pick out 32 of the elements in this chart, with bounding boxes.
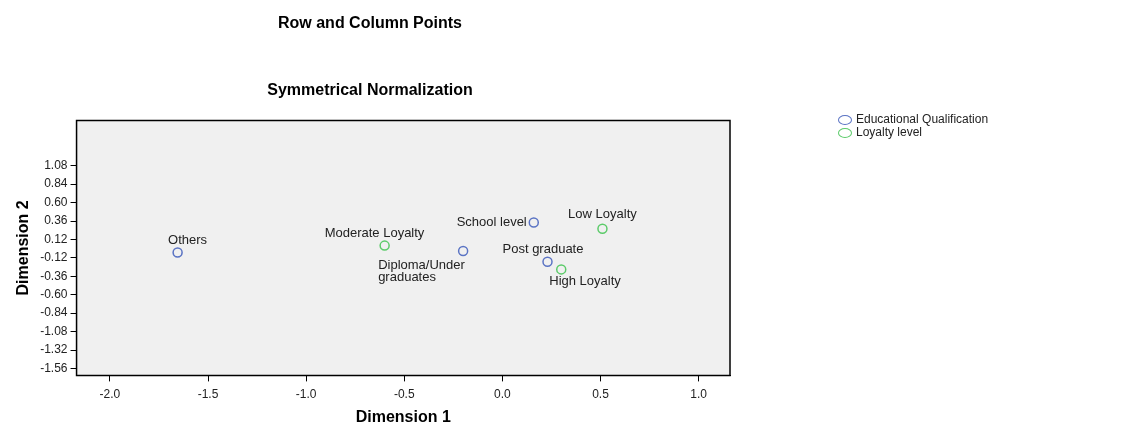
x-axis-title: Dimension 1: [355, 407, 451, 425]
y-tick-label: 0.36: [44, 213, 68, 228]
y-tick-label: -0.60: [40, 287, 68, 302]
x-tick-label: -2.0: [99, 386, 121, 401]
annotation: Low Loyalty: [568, 206, 638, 222]
chart-title: Row and Column Points: [278, 14, 463, 32]
y-tick-label: 0.60: [44, 194, 68, 209]
annotation: School level: [456, 214, 527, 230]
y-tick-label: -1.08: [40, 323, 68, 338]
y-tick-label: 0.84: [44, 176, 68, 191]
x-tick-label: -1.5: [197, 386, 219, 401]
y-tick-label: 0.12: [44, 231, 68, 246]
annotation: Moderate Loyalty: [324, 225, 425, 241]
annotation: High Loyalty: [549, 272, 622, 288]
x-tick-label: -0.5: [393, 386, 415, 401]
legend-label: Educational Qualification: [856, 112, 989, 126]
x-tick-label: 0.5: [592, 386, 610, 401]
x-tick-label: 0.0: [494, 386, 512, 401]
x-tick-label: 1.0: [690, 386, 708, 401]
annotation: Post graduate: [502, 241, 584, 257]
x-tick-label: -1.0: [295, 386, 317, 401]
annotation: Diploma/Under graduates: [378, 256, 466, 284]
legend-label: Loyalty level: [856, 125, 923, 139]
y-tick-label: -0.84: [40, 305, 68, 320]
y-tick-label: -1.32: [40, 342, 68, 357]
y-tick-label: 1.08: [44, 158, 68, 173]
annotation: Others: [168, 232, 208, 248]
y-tick-label: -0.36: [40, 268, 68, 283]
y-tick-label: -0.12: [40, 250, 68, 265]
chart-subtitle: Symmetrical Normalization: [267, 81, 473, 99]
y-axis-title: Dimension 2: [14, 200, 32, 296]
y-tick-label: -1.56: [40, 360, 68, 375]
